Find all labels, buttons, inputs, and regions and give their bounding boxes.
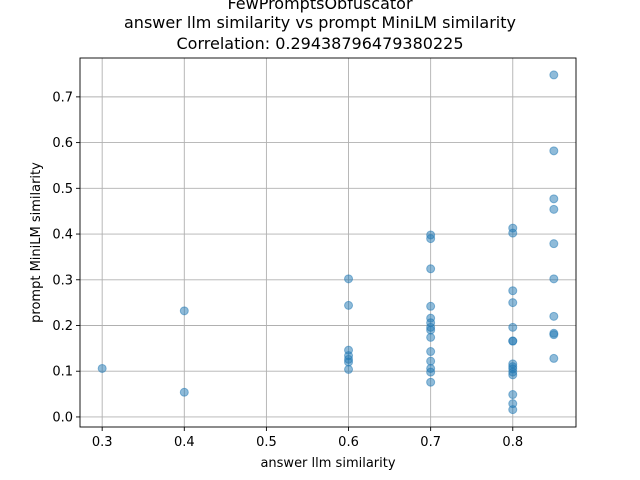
- y-tick-label: 0.7: [52, 90, 73, 105]
- data-point: [179, 306, 189, 316]
- data-point: [426, 367, 436, 377]
- data-point: [344, 300, 354, 310]
- data-point: [549, 204, 559, 214]
- y-tick-label: 0.4: [52, 228, 73, 243]
- data-point: [344, 274, 354, 284]
- data-point: [344, 364, 354, 374]
- y-tick-label: 0.2: [52, 319, 73, 334]
- x-tick-label: 0.5: [256, 435, 277, 450]
- data-point: [549, 274, 559, 284]
- data-point: [344, 357, 354, 367]
- data-point: [549, 70, 559, 80]
- x-tick-label: 0.8: [502, 435, 523, 450]
- data-point: [508, 370, 518, 380]
- data-point: [97, 363, 107, 373]
- data-point: [549, 146, 559, 156]
- grid-lines: [80, 58, 576, 427]
- data-point: [426, 332, 436, 342]
- title-line-2: answer llm similarity vs prompt MiniLM s…: [124, 13, 516, 32]
- y-tick-label: 0.0: [52, 410, 73, 425]
- data-point: [426, 325, 436, 335]
- x-tick-label: 0.7: [420, 435, 441, 450]
- x-tick-label: 0.4: [174, 435, 195, 450]
- data-point: [426, 356, 436, 366]
- y-tick-label: 0.3: [52, 273, 73, 288]
- data-point: [426, 264, 436, 274]
- plot-frame: [79, 57, 577, 428]
- axis-ticks: 0.3 0.4 0.5 0.6 0.7 0.8 0.0 0.1 0.2 0.3 0.4 0.5 0.6 0…: [52, 90, 523, 450]
- chart-title: FewPromptsObfuscator answer llm similari…: [124, 0, 516, 53]
- data-point: [508, 405, 518, 415]
- y-tick-label: 0.5: [52, 182, 73, 197]
- x-tick-label: 0.3: [92, 435, 113, 450]
- data-point: [426, 377, 436, 387]
- data-point: [508, 322, 518, 332]
- title-line-1: FewPromptsObfuscator: [227, 0, 413, 13]
- data-point: [549, 194, 559, 204]
- data-point: [508, 286, 518, 296]
- data-point: [426, 347, 436, 357]
- data-point: [508, 336, 518, 346]
- data-point: [426, 301, 436, 311]
- data-point: [508, 298, 518, 308]
- data-point: [549, 311, 559, 321]
- data-point: [549, 239, 559, 249]
- data-point: [549, 353, 559, 363]
- y-tick-label: 0.6: [52, 136, 73, 151]
- data-point: [508, 228, 518, 238]
- title-line-3: Correlation: 0.29438796479380225: [176, 34, 463, 53]
- data-points: [97, 70, 559, 415]
- data-point: [179, 387, 189, 397]
- x-axis-label: answer llm similarity: [260, 456, 395, 471]
- data-point: [508, 390, 518, 400]
- y-axis-label: prompt MiniLM similarity: [29, 162, 44, 323]
- data-point: [426, 234, 436, 244]
- x-tick-label: 0.6: [338, 435, 359, 450]
- y-tick-label: 0.1: [52, 365, 73, 380]
- data-point: [549, 330, 559, 340]
